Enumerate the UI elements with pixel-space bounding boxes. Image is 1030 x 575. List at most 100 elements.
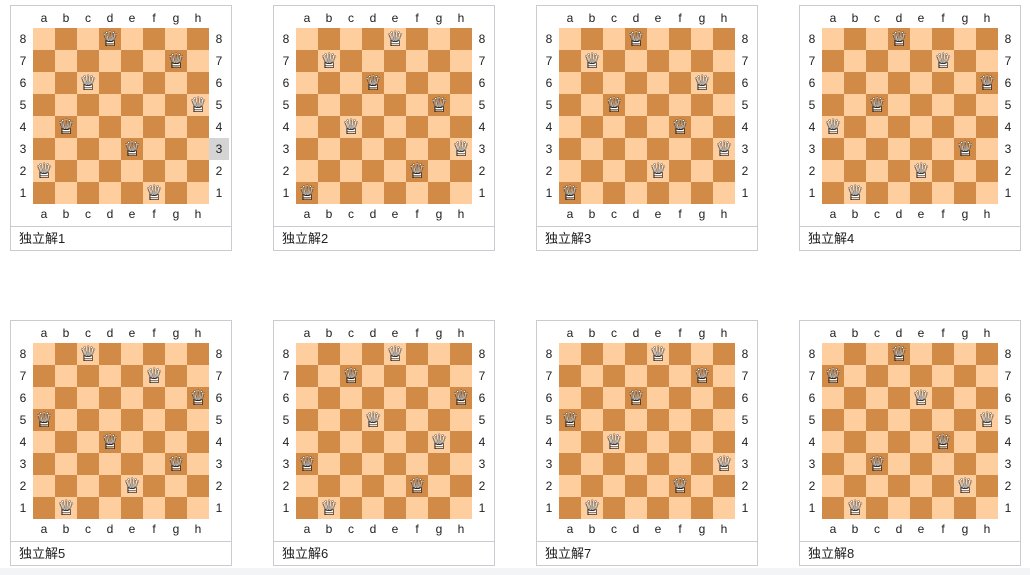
board-square xyxy=(888,94,910,116)
board-square xyxy=(296,365,318,387)
board-square xyxy=(99,94,121,116)
board-corner xyxy=(276,8,296,28)
queen-icon: ♛ ♕ xyxy=(648,159,668,183)
board-square xyxy=(844,160,866,182)
board-square: ♛ ♕ xyxy=(822,116,844,138)
board-square xyxy=(559,387,581,409)
queen-icon: ♛ ♕ xyxy=(626,386,646,410)
file-label-bottom: g xyxy=(172,207,180,221)
board-square xyxy=(55,343,77,365)
file-label-bottom: f xyxy=(941,207,945,221)
board-square xyxy=(976,365,998,387)
board-square xyxy=(713,182,735,204)
board-square xyxy=(932,160,954,182)
board-corner xyxy=(802,8,822,28)
file-label-top: b xyxy=(588,326,596,340)
board-square xyxy=(603,475,625,497)
board-square xyxy=(296,431,318,453)
board-square: ♛ ♕ xyxy=(625,387,647,409)
board-square xyxy=(384,409,406,431)
rank-label-right: 3 xyxy=(478,457,486,471)
board-square xyxy=(559,475,581,497)
board-square xyxy=(691,475,713,497)
board-square xyxy=(33,431,55,453)
board-square xyxy=(603,138,625,160)
board-square xyxy=(691,160,713,182)
rank-label-left: 3 xyxy=(545,142,553,156)
rank-label-right: 1 xyxy=(215,186,223,200)
file-label-top: a xyxy=(566,11,574,25)
board-square: ♛ ♕ xyxy=(888,343,910,365)
board-square xyxy=(450,409,472,431)
board-square xyxy=(318,475,340,497)
board-square xyxy=(55,72,77,94)
queen-icon: ♛ ♕ xyxy=(341,364,361,388)
rank-label-left: 7 xyxy=(282,54,290,68)
file-label-bottom: h xyxy=(457,522,465,536)
queen-icon: ♛ ♕ xyxy=(429,93,449,117)
file-label-bottom: g xyxy=(698,207,706,221)
board-square xyxy=(143,50,165,72)
board-square xyxy=(844,116,866,138)
file-label-top: h xyxy=(720,11,728,25)
board-square xyxy=(187,50,209,72)
file-label-bottom: a xyxy=(303,207,311,221)
file-label-bottom: h xyxy=(194,207,202,221)
board-square xyxy=(954,160,976,182)
board-square xyxy=(362,343,384,365)
queen-icon: ♛ ♕ xyxy=(188,93,208,117)
rank-label-left: 4 xyxy=(808,435,816,449)
board-square: ♛ ♕ xyxy=(647,343,669,365)
rank-label-right: 7 xyxy=(1004,54,1012,68)
board-square xyxy=(844,94,866,116)
board-square xyxy=(143,138,165,160)
board-square xyxy=(187,453,209,475)
board-square xyxy=(362,116,384,138)
board-square xyxy=(33,94,55,116)
board-square: ♛ ♕ xyxy=(296,453,318,475)
queen-icon: ♛ ♕ xyxy=(319,49,339,73)
board-square xyxy=(187,182,209,204)
file-label-top: c xyxy=(348,326,354,340)
board-square xyxy=(822,50,844,72)
board-square xyxy=(187,28,209,50)
board-square xyxy=(318,160,340,182)
board-square xyxy=(910,497,932,519)
board-square xyxy=(910,431,932,453)
board-square xyxy=(691,453,713,475)
board-square xyxy=(450,50,472,72)
board-square xyxy=(954,387,976,409)
file-label-bottom: g xyxy=(698,522,706,536)
file-label-bottom: e xyxy=(654,522,662,536)
rank-label-right: 3 xyxy=(478,142,486,156)
file-label-top: f xyxy=(152,11,156,25)
board-square xyxy=(33,50,55,72)
rank-label-left: 6 xyxy=(19,391,27,405)
board-square xyxy=(450,160,472,182)
board-square: ♛ ♕ xyxy=(384,28,406,50)
rank-label-left: 2 xyxy=(545,164,553,178)
file-label-top: f xyxy=(678,11,682,25)
board-square xyxy=(581,365,603,387)
rank-label-right: 4 xyxy=(215,120,223,134)
board-square: ♛ ♕ xyxy=(603,431,625,453)
board-square xyxy=(33,138,55,160)
board-square xyxy=(647,475,669,497)
board-square xyxy=(428,409,450,431)
queen-icon: ♛ ♕ xyxy=(867,452,887,476)
board-square: ♛ ♕ xyxy=(143,182,165,204)
file-label-bottom: g xyxy=(961,207,969,221)
board-square xyxy=(318,453,340,475)
board-square xyxy=(55,28,77,50)
board-square xyxy=(932,182,954,204)
board-square xyxy=(822,453,844,475)
board-square xyxy=(669,387,691,409)
board-square xyxy=(296,387,318,409)
board-square xyxy=(822,475,844,497)
board-square xyxy=(55,94,77,116)
rank-label-right: 4 xyxy=(478,435,486,449)
board-square xyxy=(33,365,55,387)
board-square xyxy=(340,72,362,94)
board-square xyxy=(647,116,669,138)
board-square xyxy=(362,431,384,453)
